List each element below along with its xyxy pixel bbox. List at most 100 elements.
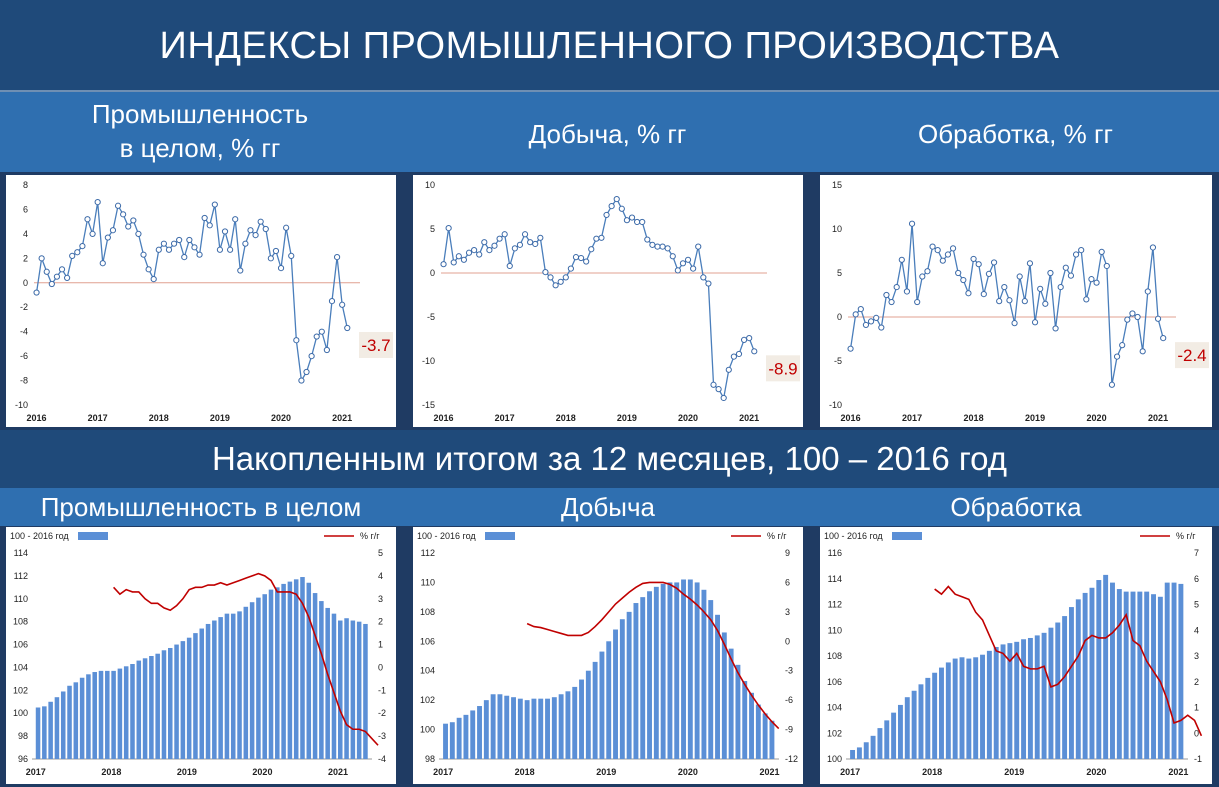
legend-bar-swatch [78, 532, 108, 540]
bar [1151, 594, 1156, 759]
data-point [583, 258, 590, 265]
chart-industry-yoy: -10 -8 -6 -4 -2 0 2 4 6 8 2016 2017 2018 2019 2020 2021… [15, 180, 393, 423]
y2-tick-label: 9 [785, 548, 790, 558]
section2-label-mining: Добыча [561, 492, 655, 522]
data-point [89, 230, 96, 237]
data-point [867, 318, 875, 325]
x-tick-label: 2021 [328, 767, 348, 777]
data-point [216, 246, 224, 253]
section1-label-mining: Добыча, % гг [528, 119, 687, 149]
data-point [669, 253, 676, 260]
x-tick-label: 2018 [101, 767, 121, 777]
y2-tick-label: -9 [785, 725, 793, 735]
bar [1144, 591, 1150, 759]
data-point [980, 291, 987, 298]
bar [477, 706, 482, 759]
bar [626, 611, 632, 759]
data-point [965, 290, 972, 297]
bar [884, 720, 890, 759]
data-point [1134, 313, 1141, 321]
data-point [114, 202, 122, 209]
legend-bar-label: 100 - 2016 год [10, 531, 69, 541]
data-point [501, 231, 508, 238]
bar [911, 690, 917, 759]
data-point [1062, 264, 1069, 271]
x-tick-label: 2018 [149, 413, 169, 423]
bar [67, 685, 72, 759]
y2-tick-label: 4 [378, 571, 383, 581]
x-tick-label: 2017 [840, 767, 860, 777]
bar [293, 579, 299, 759]
bar [932, 672, 938, 759]
bar [755, 704, 761, 759]
y2-tick-label: 1 [378, 640, 383, 650]
data-point [674, 267, 681, 274]
y2-tick-label: 0 [378, 662, 383, 672]
legend-line-label: % г/г [1176, 531, 1196, 541]
x-tick-label: 2021 [739, 413, 759, 423]
data-point [64, 274, 71, 281]
data-point [247, 227, 254, 234]
bar [105, 670, 110, 759]
data-point [883, 291, 890, 299]
bar [579, 679, 584, 759]
bar [281, 583, 286, 759]
bar [667, 582, 673, 759]
bar [993, 646, 999, 759]
y-tick-label: 96 [18, 754, 28, 764]
bar [230, 613, 236, 759]
data-point [588, 246, 595, 253]
data-point [903, 288, 911, 295]
bar [199, 628, 205, 759]
data-point [684, 256, 692, 263]
data-point [664, 245, 671, 252]
data-point [1139, 348, 1146, 355]
bar [728, 648, 734, 759]
section2-label-industry: Промышленность в целом [40, 492, 362, 522]
data-point [491, 242, 498, 249]
callout-box [1175, 342, 1209, 369]
data-point [1098, 248, 1105, 255]
callout-label: -3.7 [361, 336, 390, 355]
bar [769, 720, 775, 759]
x-tick-label: 2018 [922, 767, 942, 777]
data-point [1108, 381, 1116, 388]
y2-tick-label: -3 [785, 666, 793, 676]
data-point [150, 276, 157, 283]
chart-panel-5: 100 - 2016 год % г/г 98 100 102 104 106 108 110 1… [413, 527, 803, 784]
data-point [130, 217, 137, 224]
y-tick-label: -8 [20, 376, 28, 386]
data-point [1149, 244, 1157, 251]
bar [98, 670, 104, 759]
data-point [257, 218, 264, 225]
data-point [328, 298, 336, 305]
bar [1082, 592, 1088, 759]
data-point [486, 247, 493, 254]
y2-tick-label: -12 [785, 754, 798, 764]
x-tick-label: 2017 [433, 767, 453, 777]
bar [73, 682, 79, 759]
bar [54, 697, 60, 759]
bar [918, 684, 924, 759]
bar [925, 677, 931, 759]
bar [980, 654, 985, 759]
y-tick-label: 112 [14, 571, 28, 581]
y2-tick-label: 5 [1194, 600, 1199, 610]
data-point [888, 298, 895, 306]
bar [249, 602, 255, 759]
data-point [318, 328, 325, 335]
section2-header: Накопленным итогом за 12 месяцев, 100 – … [0, 430, 1219, 488]
data-point [165, 246, 173, 253]
data-point [303, 368, 310, 376]
data-point [1026, 260, 1034, 267]
data-point [618, 205, 625, 212]
data-point [1160, 335, 1167, 342]
data-point [201, 214, 208, 222]
data-point [496, 235, 503, 242]
y-tick-label: 108 [420, 607, 435, 617]
data-point [751, 348, 758, 355]
y-tick-label: -4 [20, 327, 28, 337]
data-point [308, 353, 315, 360]
bar [694, 582, 700, 759]
data-point [1129, 310, 1136, 317]
